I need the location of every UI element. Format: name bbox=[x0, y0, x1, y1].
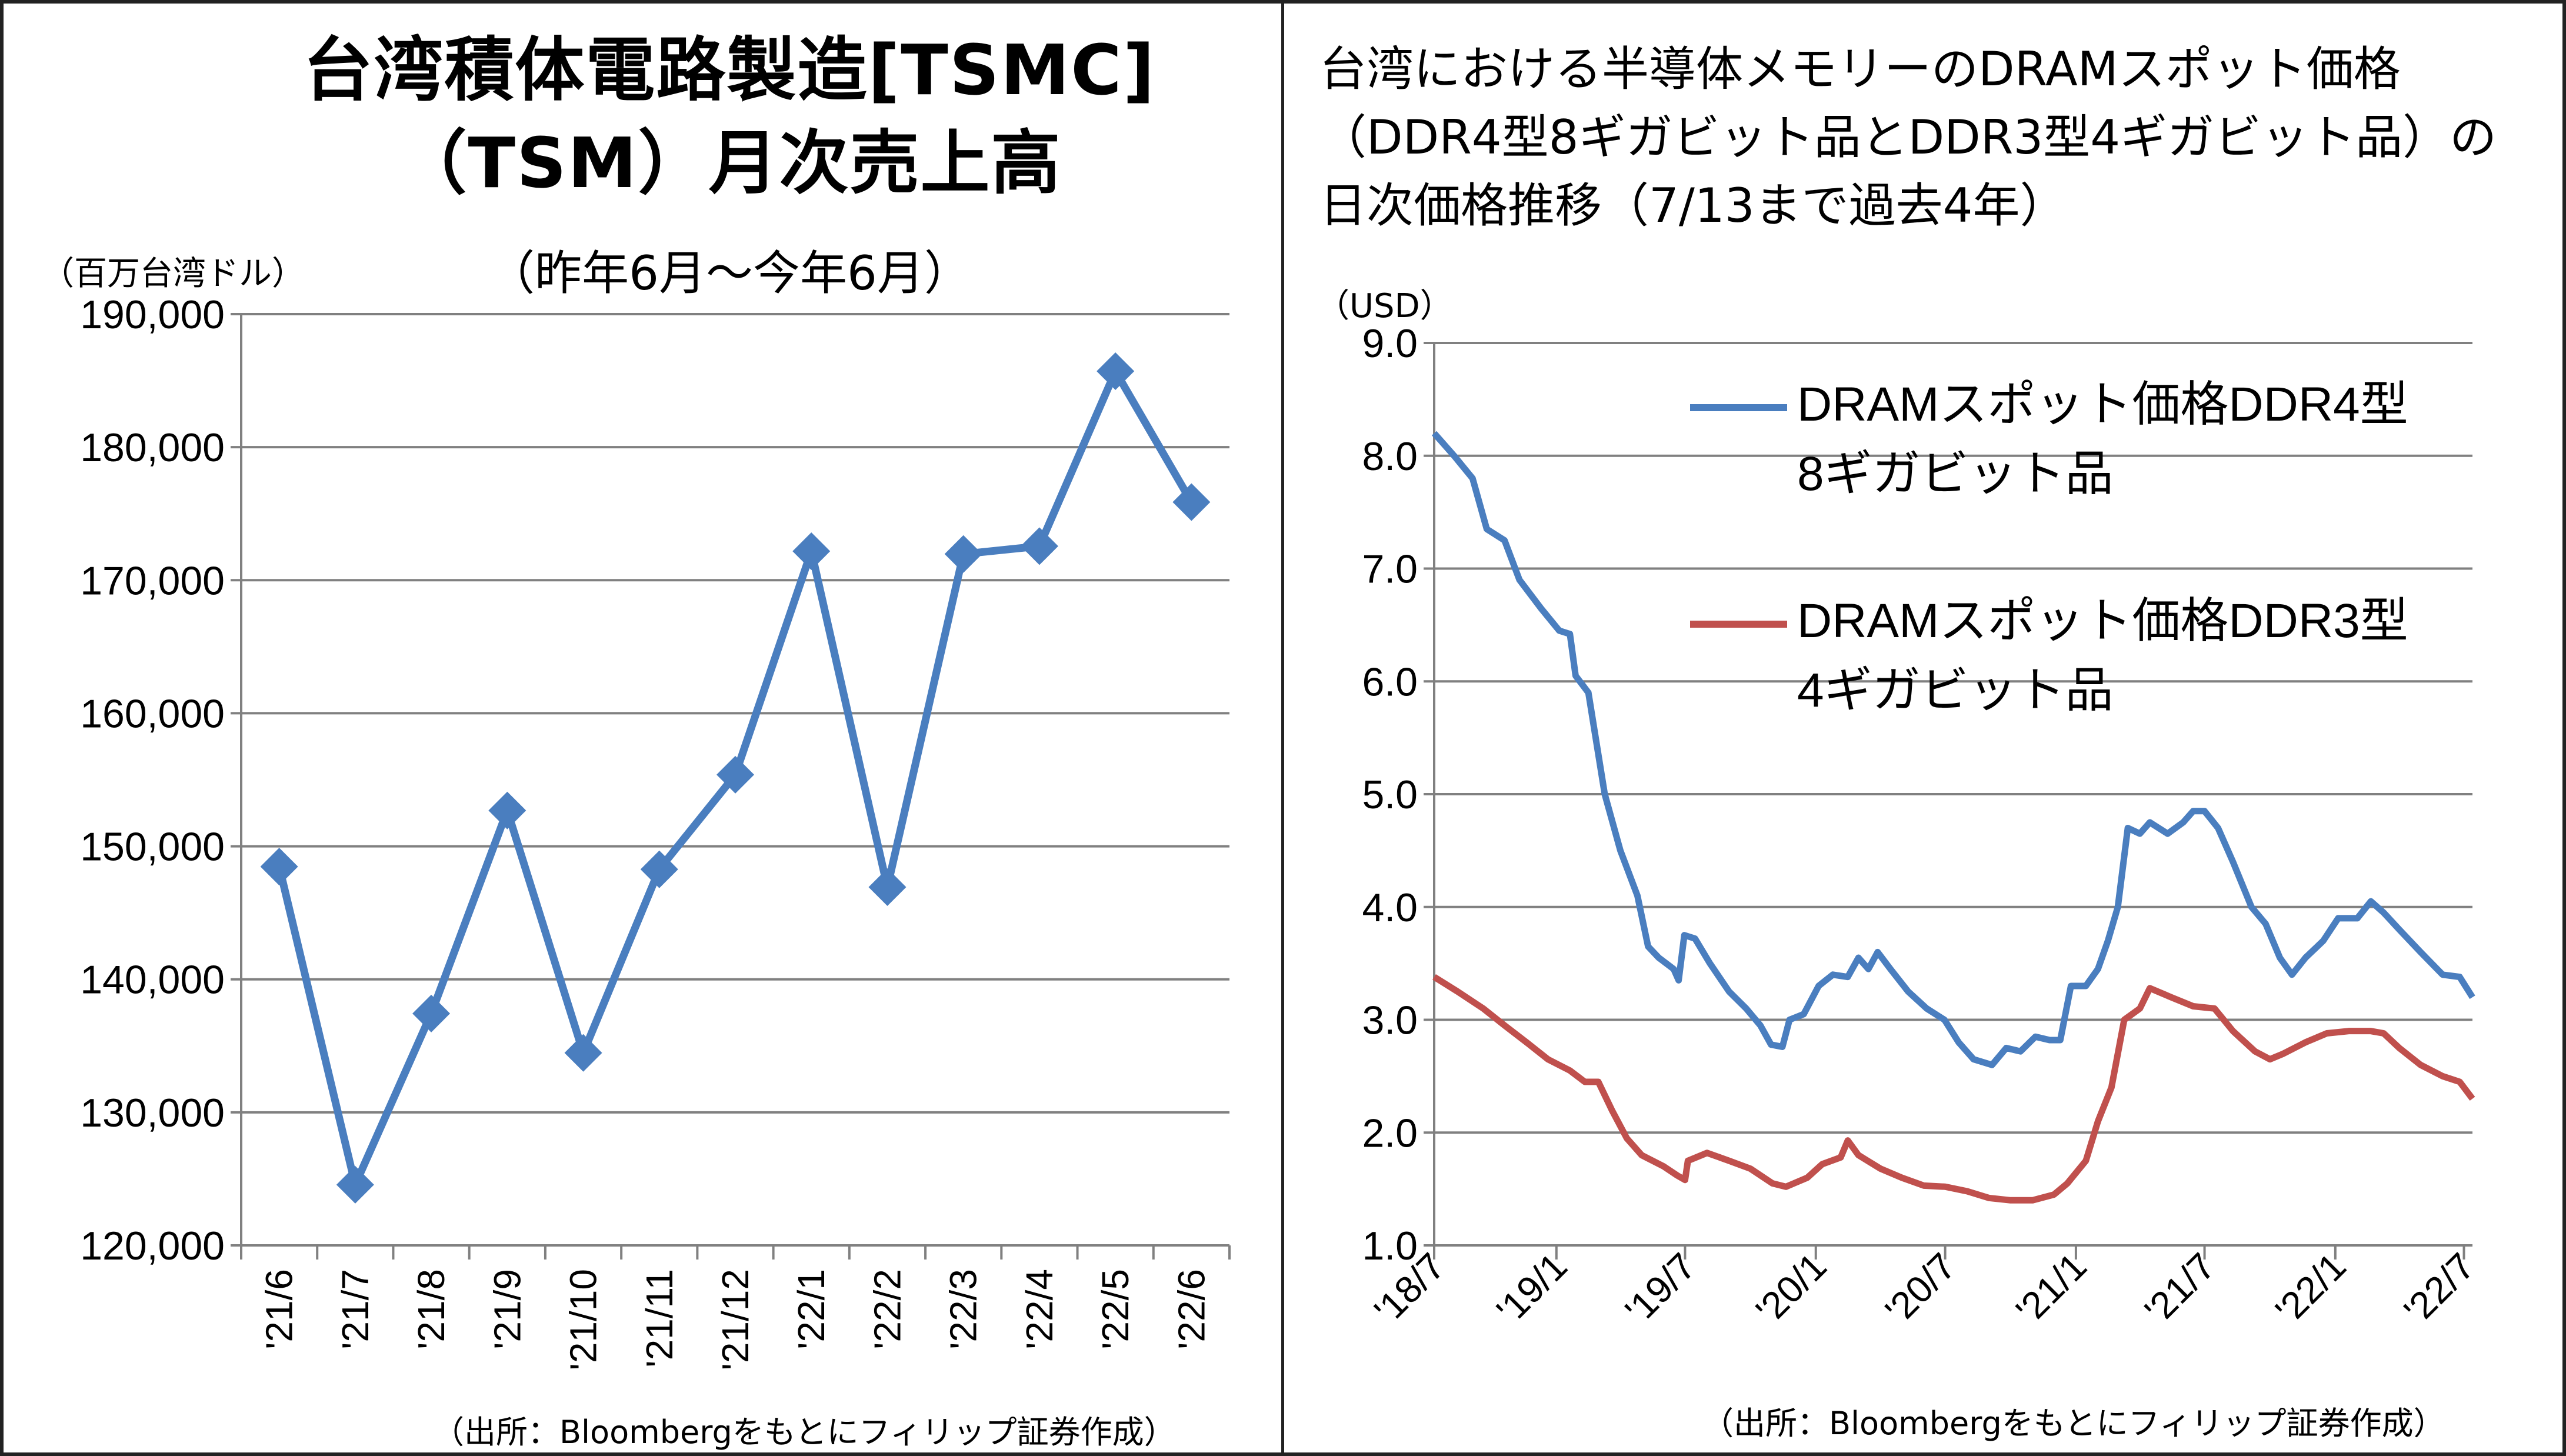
x-tick-label: '22/5 bbox=[1094, 1269, 1137, 1350]
x-tick-label: '22/2 bbox=[866, 1269, 908, 1350]
revenue-data-point bbox=[868, 868, 907, 906]
revenue-data-point bbox=[488, 791, 526, 829]
x-tick-label: '22/1 bbox=[790, 1269, 832, 1350]
y-axis-unit: （百万台湾ドル） bbox=[41, 255, 305, 293]
x-tick-label: '19/1 bbox=[1488, 1245, 1575, 1332]
legend-label-ddr3-line1: DRAMスポット価格DDR3型 bbox=[1797, 594, 2408, 648]
x-tick-label: '21/8 bbox=[410, 1269, 452, 1350]
y-tick-label: 170,000 bbox=[80, 558, 225, 603]
legend-label-ddr3-line2: 4ギガビット品 bbox=[1797, 664, 2114, 717]
revenue-data-point bbox=[792, 532, 831, 570]
y-tick-label: 8.0 bbox=[1362, 434, 1418, 479]
y-tick-label: 9.0 bbox=[1362, 321, 1418, 366]
x-tick-label: '21/6 bbox=[258, 1269, 301, 1350]
chart-title-line1: 台湾積体電路製造[TSMC] bbox=[303, 29, 1156, 111]
x-tick-label: '21/1 bbox=[2008, 1245, 2095, 1332]
y-tick-label: 6.0 bbox=[1362, 659, 1418, 704]
y-tick-label: 1.0 bbox=[1362, 1224, 1418, 1268]
revenue-data-point bbox=[564, 1034, 602, 1072]
x-tick-label: '22/4 bbox=[1018, 1269, 1061, 1350]
revenue-data-point bbox=[412, 994, 451, 1032]
x-tick-label: '22/7 bbox=[2396, 1245, 2483, 1332]
x-tick-label: '22/3 bbox=[942, 1269, 985, 1350]
x-tick-label: '19/7 bbox=[1617, 1245, 1704, 1332]
revenue-data-point bbox=[717, 755, 754, 794]
tsmc-revenue-panel: 台湾積体電路製造[TSMC] （TSM）月次売上高 （昨年6月～今年6月） （百… bbox=[0, 0, 1281, 1456]
y-axis-unit: （USD） bbox=[1317, 287, 1453, 325]
y-tick-label: 150,000 bbox=[80, 825, 225, 869]
revenue-data-point bbox=[260, 848, 298, 886]
source-note: （出所：Bloombergをもとにフィリップ証券作成） bbox=[432, 1414, 1176, 1451]
legend-label-ddr4-line2: 8ギガビット品 bbox=[1797, 447, 2114, 501]
dram-price-chart: 9.08.07.06.05.04.03.02.01.0'18/7'19/1'19… bbox=[1362, 321, 2483, 1332]
x-tick-label: '22/1 bbox=[2267, 1245, 2354, 1332]
chart-title: 台湾における半導体メモリーのDRAMスポット価格（DDR4型8ギガビット品とDD… bbox=[1319, 42, 2497, 233]
x-tick-label: '21/11 bbox=[638, 1269, 681, 1368]
y-tick-label: 130,000 bbox=[80, 1091, 225, 1135]
source-note: （出所：Bloombergをもとにフィリップ証券作成） bbox=[1702, 1405, 2445, 1442]
revenue-data-point bbox=[1097, 352, 1135, 391]
x-tick-label: '20/1 bbox=[1748, 1245, 1835, 1332]
y-tick-label: 190,000 bbox=[80, 292, 225, 337]
tsmc-revenue-chart: 190,000 180,000 170,000 160,000 150,000 140,0… bbox=[80, 292, 1231, 1370]
y-tick-label: 7.0 bbox=[1362, 547, 1418, 592]
x-tick-label: '21/7 bbox=[2137, 1245, 2224, 1332]
revenue-data-point bbox=[640, 850, 678, 888]
revenue-data-point bbox=[944, 535, 982, 573]
y-tick-label: 120,000 bbox=[80, 1224, 225, 1268]
y-tick-label: 5.0 bbox=[1362, 772, 1418, 817]
revenue-data-point bbox=[1020, 527, 1058, 565]
y-tick-label: 180,000 bbox=[80, 425, 225, 470]
chart-subtitle: （昨年6月～今年6月） bbox=[488, 246, 971, 301]
x-tick-label: '21/7 bbox=[334, 1269, 376, 1350]
x-tick-label: '21/9 bbox=[486, 1269, 528, 1350]
x-tick-label: '22/6 bbox=[1170, 1269, 1212, 1350]
y-tick-label: 4.0 bbox=[1362, 885, 1418, 930]
legend-label-ddr4-line1: DRAMスポット価格DDR4型 bbox=[1797, 378, 2408, 431]
y-tick-label: 3.0 bbox=[1362, 998, 1418, 1043]
chart-title-line2: （TSM）月次売上高 bbox=[397, 122, 1062, 204]
revenue-data-point bbox=[1172, 483, 1211, 521]
ddr3-series-line bbox=[1432, 974, 2475, 1204]
y-tick-label: 2.0 bbox=[1362, 1111, 1418, 1155]
x-tick-label: '21/10 bbox=[562, 1269, 605, 1370]
y-tick-label: 160,000 bbox=[80, 691, 225, 736]
dram-price-panel: 台湾における半導体メモリーのDRAMスポット価格（DDR4型8ギガビット品とDD… bbox=[1284, 0, 2566, 1456]
ddr4-series-line bbox=[1431, 431, 2475, 1068]
x-tick-label: '20/7 bbox=[1877, 1245, 1964, 1332]
y-tick-label: 140,000 bbox=[80, 958, 225, 1002]
x-tick-label: '21/12 bbox=[714, 1269, 757, 1370]
revenue-data-point bbox=[336, 1165, 374, 1204]
panel-divider bbox=[1281, 0, 1284, 1456]
chart-title: 台湾積体電路製造[TSMC] （TSM）月次売上高 bbox=[194, 24, 1265, 209]
